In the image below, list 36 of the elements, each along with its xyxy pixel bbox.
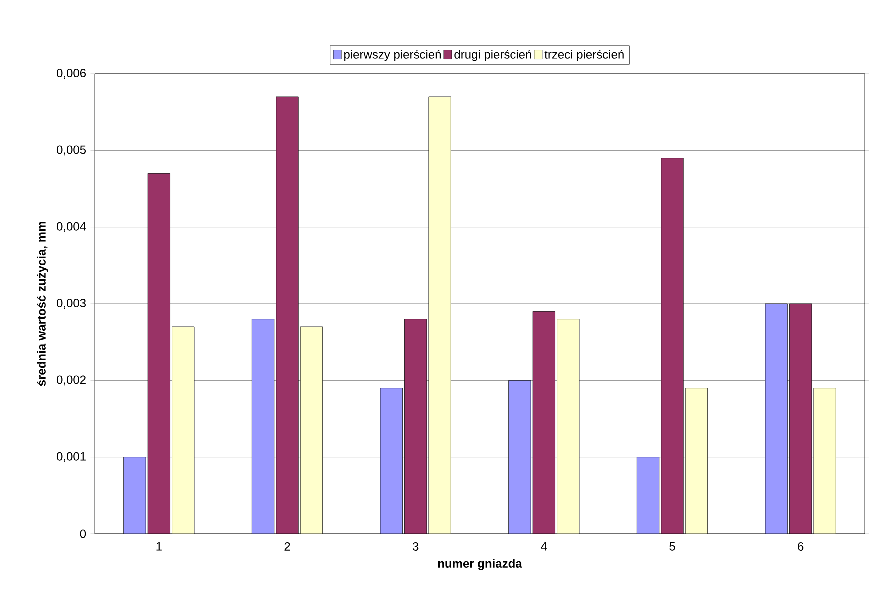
y-tick-label: 0,005 [56, 146, 86, 156]
y-tick-label: 0,006 [56, 69, 86, 79]
bar [276, 96, 299, 534]
bar [765, 304, 788, 534]
x-tick-label: 3 [412, 542, 419, 551]
bar [685, 388, 708, 534]
bar [790, 304, 812, 534]
legend-label: pierwszy pierścień [344, 50, 441, 62]
bar [508, 380, 532, 534]
bar [300, 326, 324, 534]
bar [380, 388, 403, 534]
y-axis-title: średnia wartość zużycia, mm [37, 222, 48, 386]
x-tick-label: 2 [284, 542, 290, 551]
y-tick-label: 0,002 [56, 376, 86, 386]
legend-label: drugi pierścień [454, 50, 532, 62]
legend-label: trzeci pierścień [544, 50, 624, 62]
bar [252, 319, 275, 534]
y-tick-label: 0,003 [56, 299, 86, 309]
bar [172, 326, 195, 534]
x-tick-label: 4 [541, 542, 548, 551]
bar [636, 457, 660, 534]
bar [814, 388, 836, 534]
bar [661, 158, 684, 534]
x-tick-label: 6 [798, 542, 804, 551]
bar [557, 319, 580, 534]
x-axis-title: numer gniazda [438, 559, 522, 570]
y-tick-label: 0,004 [56, 222, 86, 232]
x-tick-label: 5 [670, 542, 676, 551]
bar [404, 319, 428, 534]
bar [532, 311, 556, 534]
y-tick-label: 0,001 [56, 452, 86, 462]
y-tick-label: 0 [80, 530, 86, 538]
bar [124, 457, 146, 534]
x-tick-label: 1 [156, 542, 162, 551]
bar [428, 96, 452, 534]
bar [148, 173, 170, 534]
